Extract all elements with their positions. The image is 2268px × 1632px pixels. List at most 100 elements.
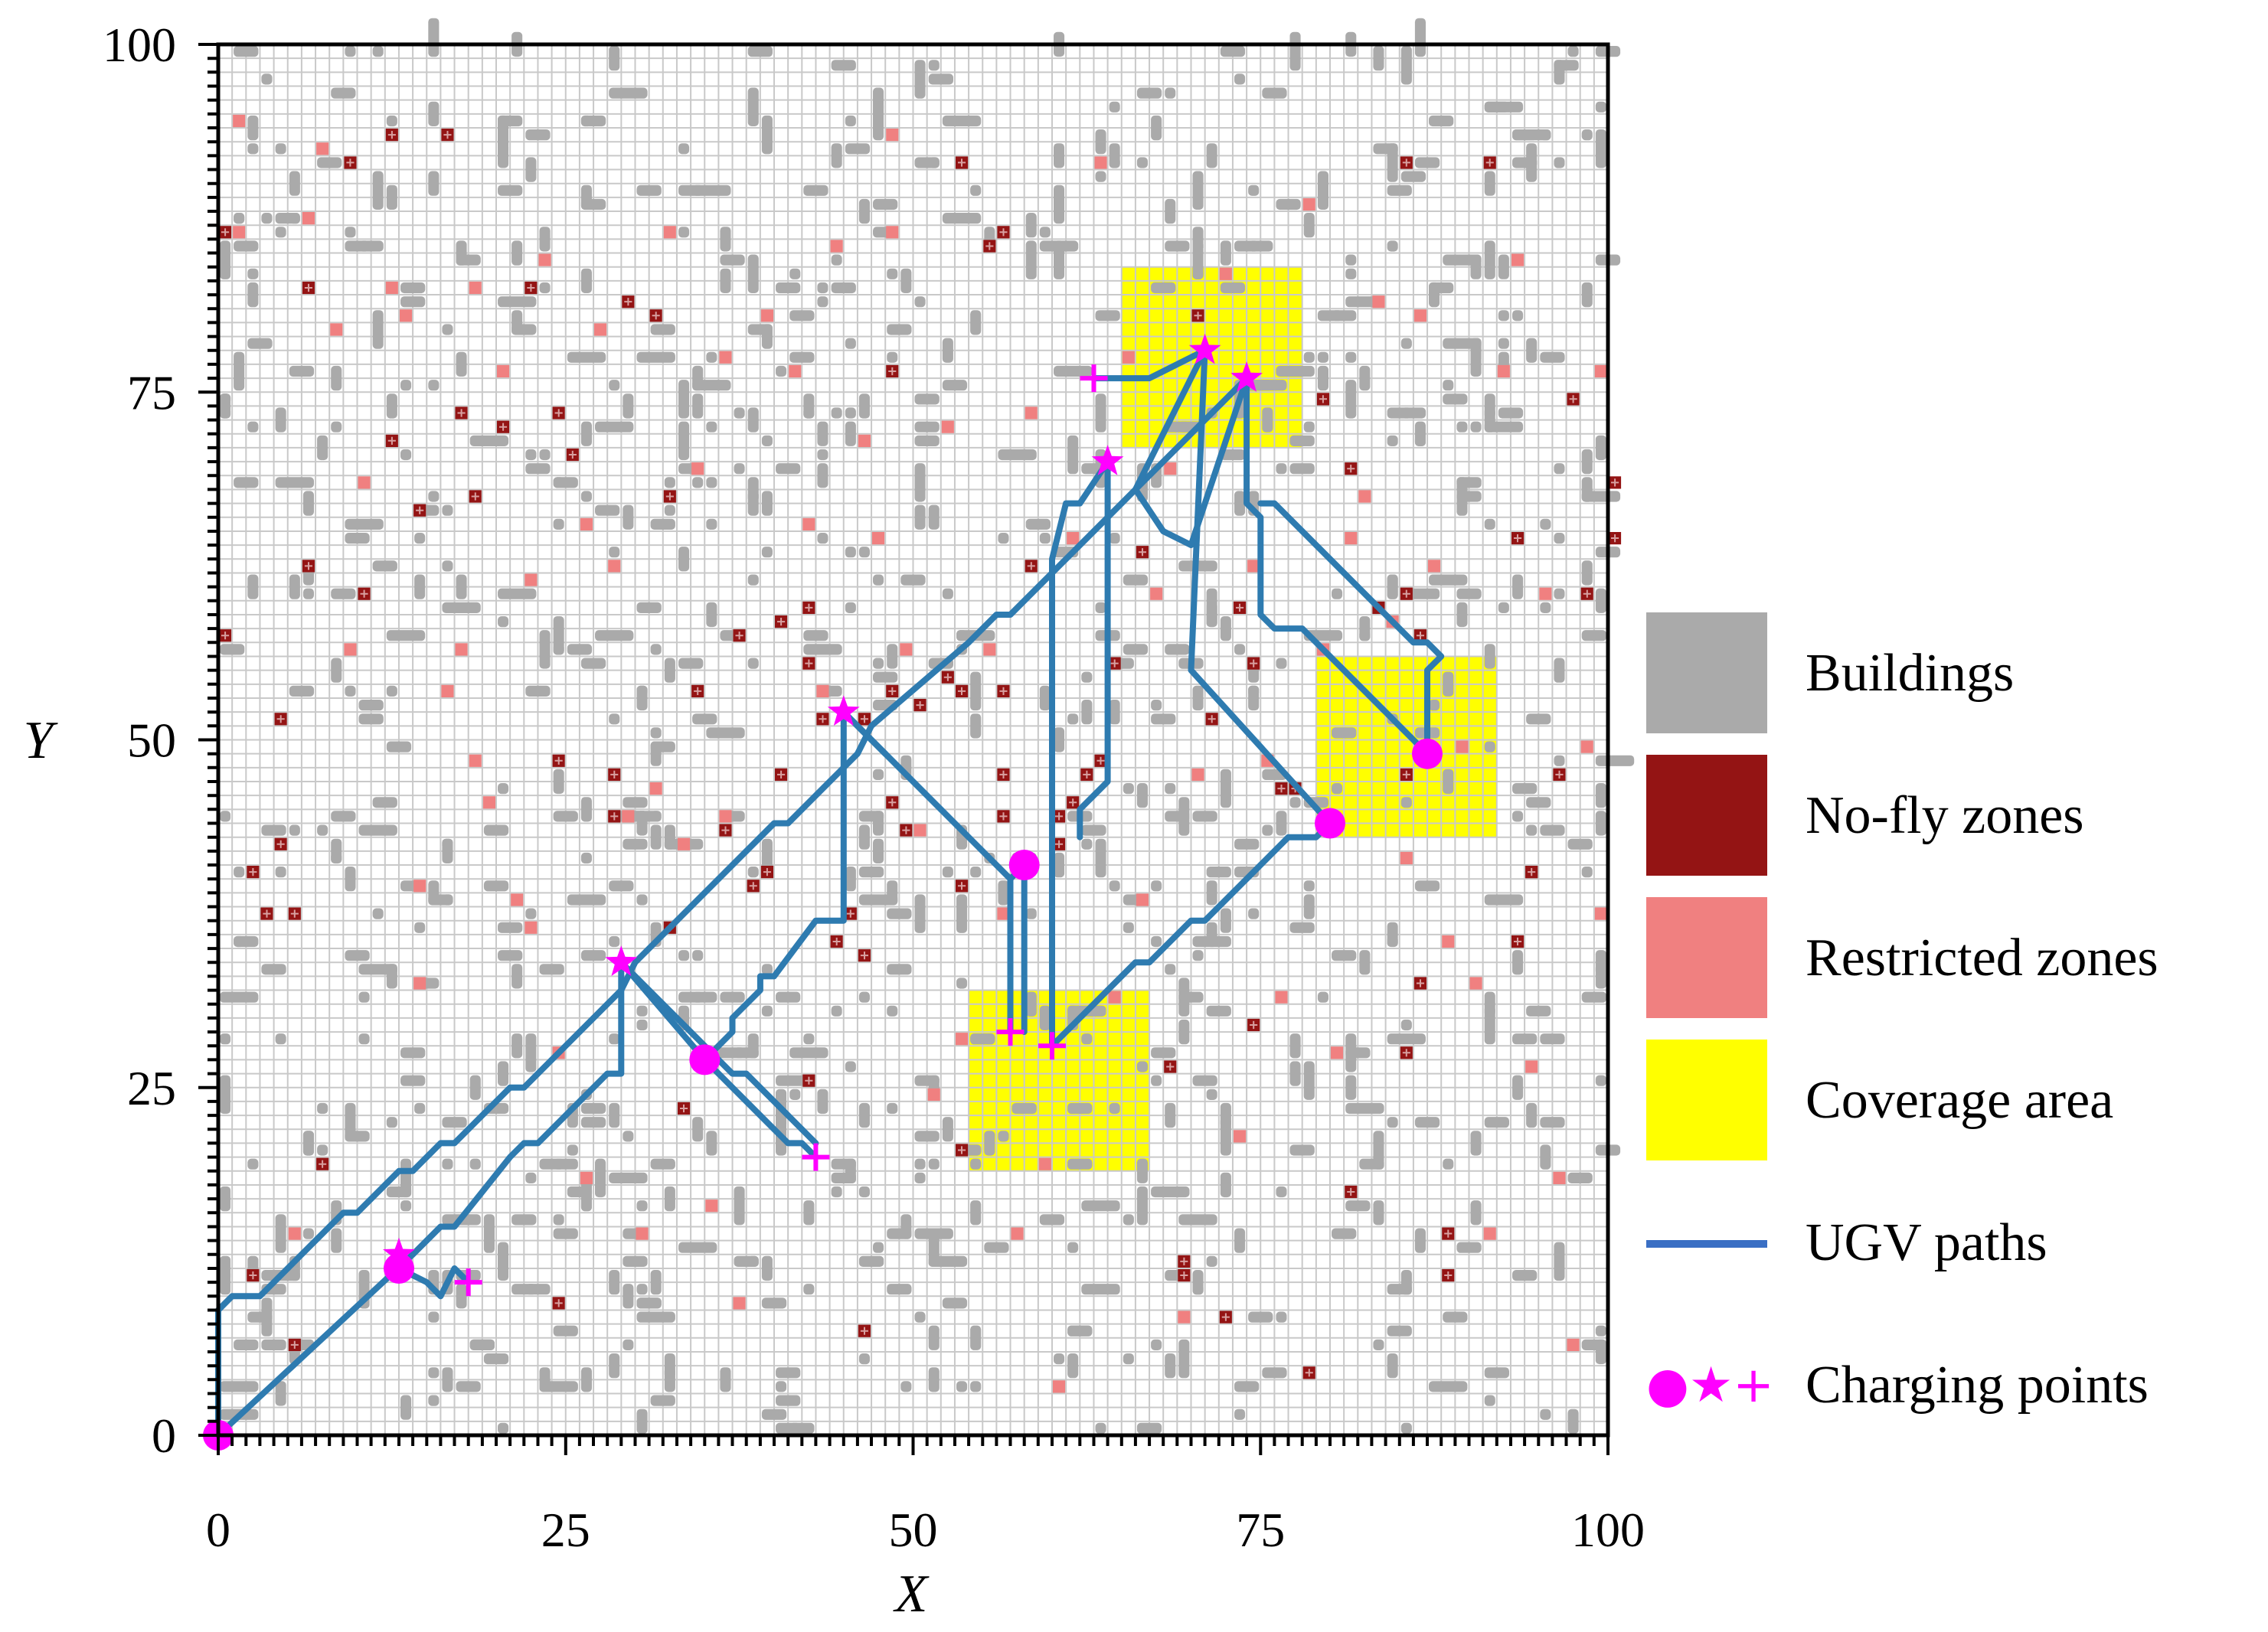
building <box>761 547 773 558</box>
building <box>650 1158 675 1170</box>
no-fly-zone-mark <box>554 756 563 765</box>
restricted-zone <box>1067 532 1080 545</box>
building <box>580 1102 606 1115</box>
building <box>275 213 300 224</box>
building <box>831 1005 842 1017</box>
building <box>289 685 315 697</box>
building <box>1081 824 1106 836</box>
building <box>1054 143 1065 168</box>
charging-point-star <box>1188 333 1221 364</box>
restricted-zone <box>1413 309 1426 322</box>
building <box>1332 310 1357 322</box>
no-fly-zone-mark <box>763 868 771 876</box>
building <box>220 1033 231 1045</box>
building <box>331 365 342 391</box>
building <box>469 1158 481 1170</box>
building <box>1400 1422 1412 1434</box>
legend-label: UGV paths <box>1806 1213 2047 1272</box>
building <box>1289 1061 1301 1086</box>
no-fly-zone-mark <box>457 409 466 417</box>
legend-item: Restricted zones <box>1646 897 2268 1040</box>
building <box>372 797 397 808</box>
building <box>234 213 245 224</box>
building <box>386 1117 397 1128</box>
building <box>469 1075 481 1100</box>
building <box>1484 101 1509 113</box>
restricted-zone <box>580 517 593 530</box>
building <box>747 1033 759 1059</box>
building <box>1512 310 1524 322</box>
building <box>580 198 606 211</box>
building <box>1165 1102 1176 1128</box>
building <box>331 811 356 822</box>
building <box>539 964 564 975</box>
restricted-zone <box>1358 490 1371 503</box>
restricted-zone <box>1345 532 1358 545</box>
x-tick-label: 75 <box>1236 1503 1285 1557</box>
building <box>1123 574 1149 586</box>
building <box>650 518 675 530</box>
building <box>400 1200 412 1212</box>
building <box>1332 727 1357 739</box>
no-fly-zone-mark <box>387 131 396 139</box>
building <box>553 616 564 655</box>
building <box>1484 1367 1509 1379</box>
no-fly-zone-mark <box>1444 1229 1453 1238</box>
no-fly-zone-mark <box>1305 1369 1313 1377</box>
building <box>247 115 259 141</box>
restricted-zone <box>1372 295 1385 308</box>
building <box>1484 518 1495 530</box>
legend-item: No-fly zones <box>1646 755 2268 897</box>
building <box>928 1325 940 1350</box>
no-fly-zone-mark <box>902 826 910 834</box>
building <box>1317 991 1328 1003</box>
building <box>1081 671 1093 683</box>
building <box>525 463 551 475</box>
building <box>317 824 328 836</box>
building <box>1067 713 1079 725</box>
building <box>747 87 759 126</box>
building <box>580 491 592 502</box>
building <box>1429 115 1454 127</box>
building <box>887 964 912 975</box>
grid-lines <box>217 44 1609 1436</box>
building <box>289 574 300 599</box>
no-fly-zone-mark <box>554 409 563 417</box>
no-fly-zone-mark <box>1277 785 1286 793</box>
building <box>331 588 356 599</box>
building <box>858 1255 884 1267</box>
building <box>456 254 481 266</box>
building <box>845 338 856 349</box>
charging-point-star <box>1230 361 1263 392</box>
restricted-zone <box>497 364 510 378</box>
building <box>1359 630 1371 641</box>
building <box>275 1033 286 1045</box>
restricted-zone <box>1456 740 1469 753</box>
building <box>1165 811 1190 822</box>
building <box>1526 797 1551 808</box>
building <box>942 588 953 599</box>
building <box>1317 365 1328 391</box>
building <box>1234 491 1246 516</box>
no-fly-zone-mark <box>221 228 230 237</box>
no-fly-zone-mark <box>249 1271 257 1280</box>
building <box>1512 1033 1538 1045</box>
building <box>817 463 828 488</box>
no-fly-zone-mark <box>832 937 841 946</box>
no-fly-zone-mark <box>916 701 924 710</box>
building <box>372 46 384 57</box>
building <box>942 213 982 224</box>
building <box>1234 644 1246 655</box>
building <box>1276 1311 1287 1323</box>
building <box>1095 310 1120 322</box>
legend-swatch <box>1646 612 1767 733</box>
building <box>1123 783 1134 795</box>
restricted-zone <box>733 1297 746 1310</box>
building <box>1095 171 1106 182</box>
building <box>1345 254 1357 266</box>
building <box>1136 157 1148 168</box>
legend-item: ●★+ Charging points <box>1646 1324 2268 1467</box>
building <box>776 282 801 294</box>
building <box>1109 101 1120 113</box>
